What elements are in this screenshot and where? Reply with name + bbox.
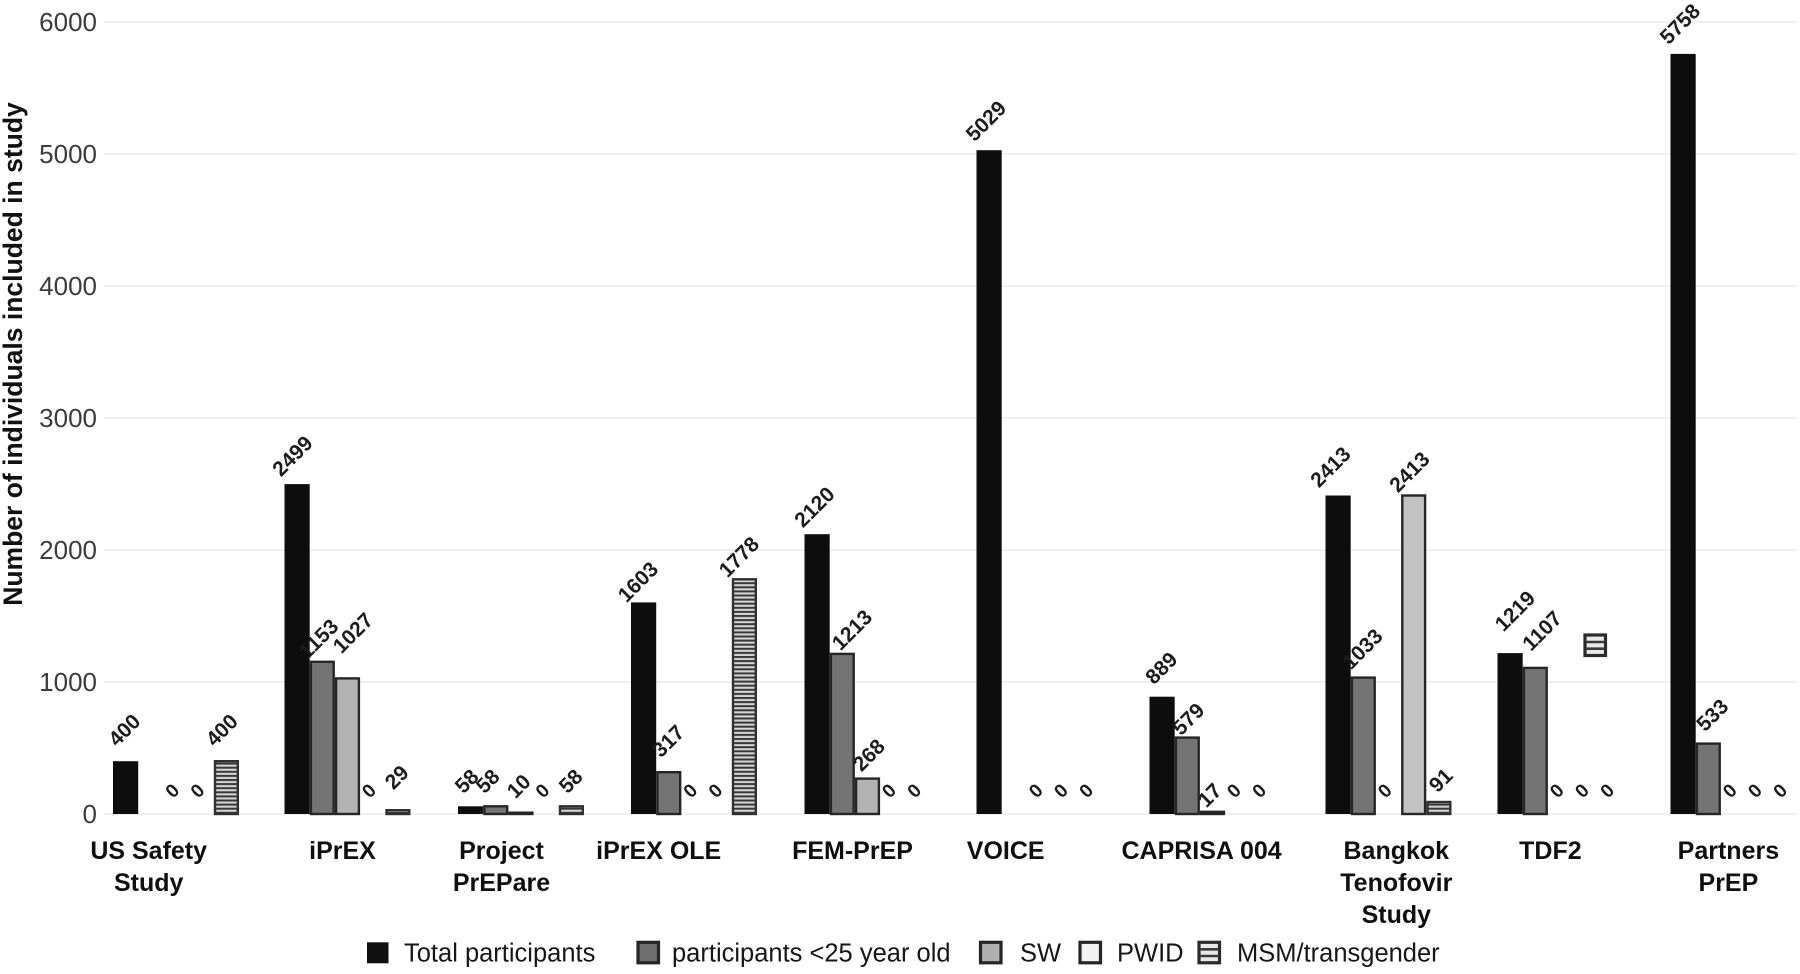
svg-text:Tenofovir: Tenofovir <box>1340 869 1452 897</box>
svg-text:0: 0 <box>83 799 97 829</box>
svg-text:Total participants: Total participants <box>404 940 595 968</box>
svg-text:Project: Project <box>459 837 544 865</box>
svg-text:US Safety: US Safety <box>90 837 207 865</box>
svg-text:Bangkok: Bangkok <box>1344 837 1450 865</box>
svg-text:Partners: Partners <box>1678 837 1779 865</box>
svg-text:PWID: PWID <box>1117 940 1184 968</box>
svg-text:Study: Study <box>1362 901 1432 929</box>
svg-text:1000: 1000 <box>39 667 97 697</box>
svg-text:FEM-PrEP: FEM-PrEP <box>792 837 913 865</box>
svg-text:iPrEX OLE: iPrEX OLE <box>596 837 721 865</box>
svg-text:6000: 6000 <box>39 7 97 37</box>
svg-text:SW: SW <box>1020 940 1061 968</box>
svg-text:CAPRISA 004: CAPRISA 004 <box>1121 837 1281 865</box>
svg-text:iPrEX: iPrEX <box>309 837 376 865</box>
svg-text:4000: 4000 <box>39 271 97 301</box>
svg-text:VOICE: VOICE <box>967 837 1045 865</box>
svg-text:5000: 5000 <box>39 139 97 169</box>
svg-text:3000: 3000 <box>39 403 97 433</box>
svg-text:Study: Study <box>114 869 184 897</box>
svg-text:PrEP: PrEP <box>1699 869 1759 897</box>
svg-text:participants <25 year old: participants <25 year old <box>672 940 951 968</box>
svg-text:PrEPare: PrEPare <box>453 869 550 897</box>
svg-text:TDF2: TDF2 <box>1519 837 1582 865</box>
svg-text:2000: 2000 <box>39 535 97 565</box>
svg-text:Number of individuals included: Number of individuals included in study <box>0 102 28 606</box>
svg-text:MSM/transgender: MSM/transgender <box>1237 940 1440 968</box>
